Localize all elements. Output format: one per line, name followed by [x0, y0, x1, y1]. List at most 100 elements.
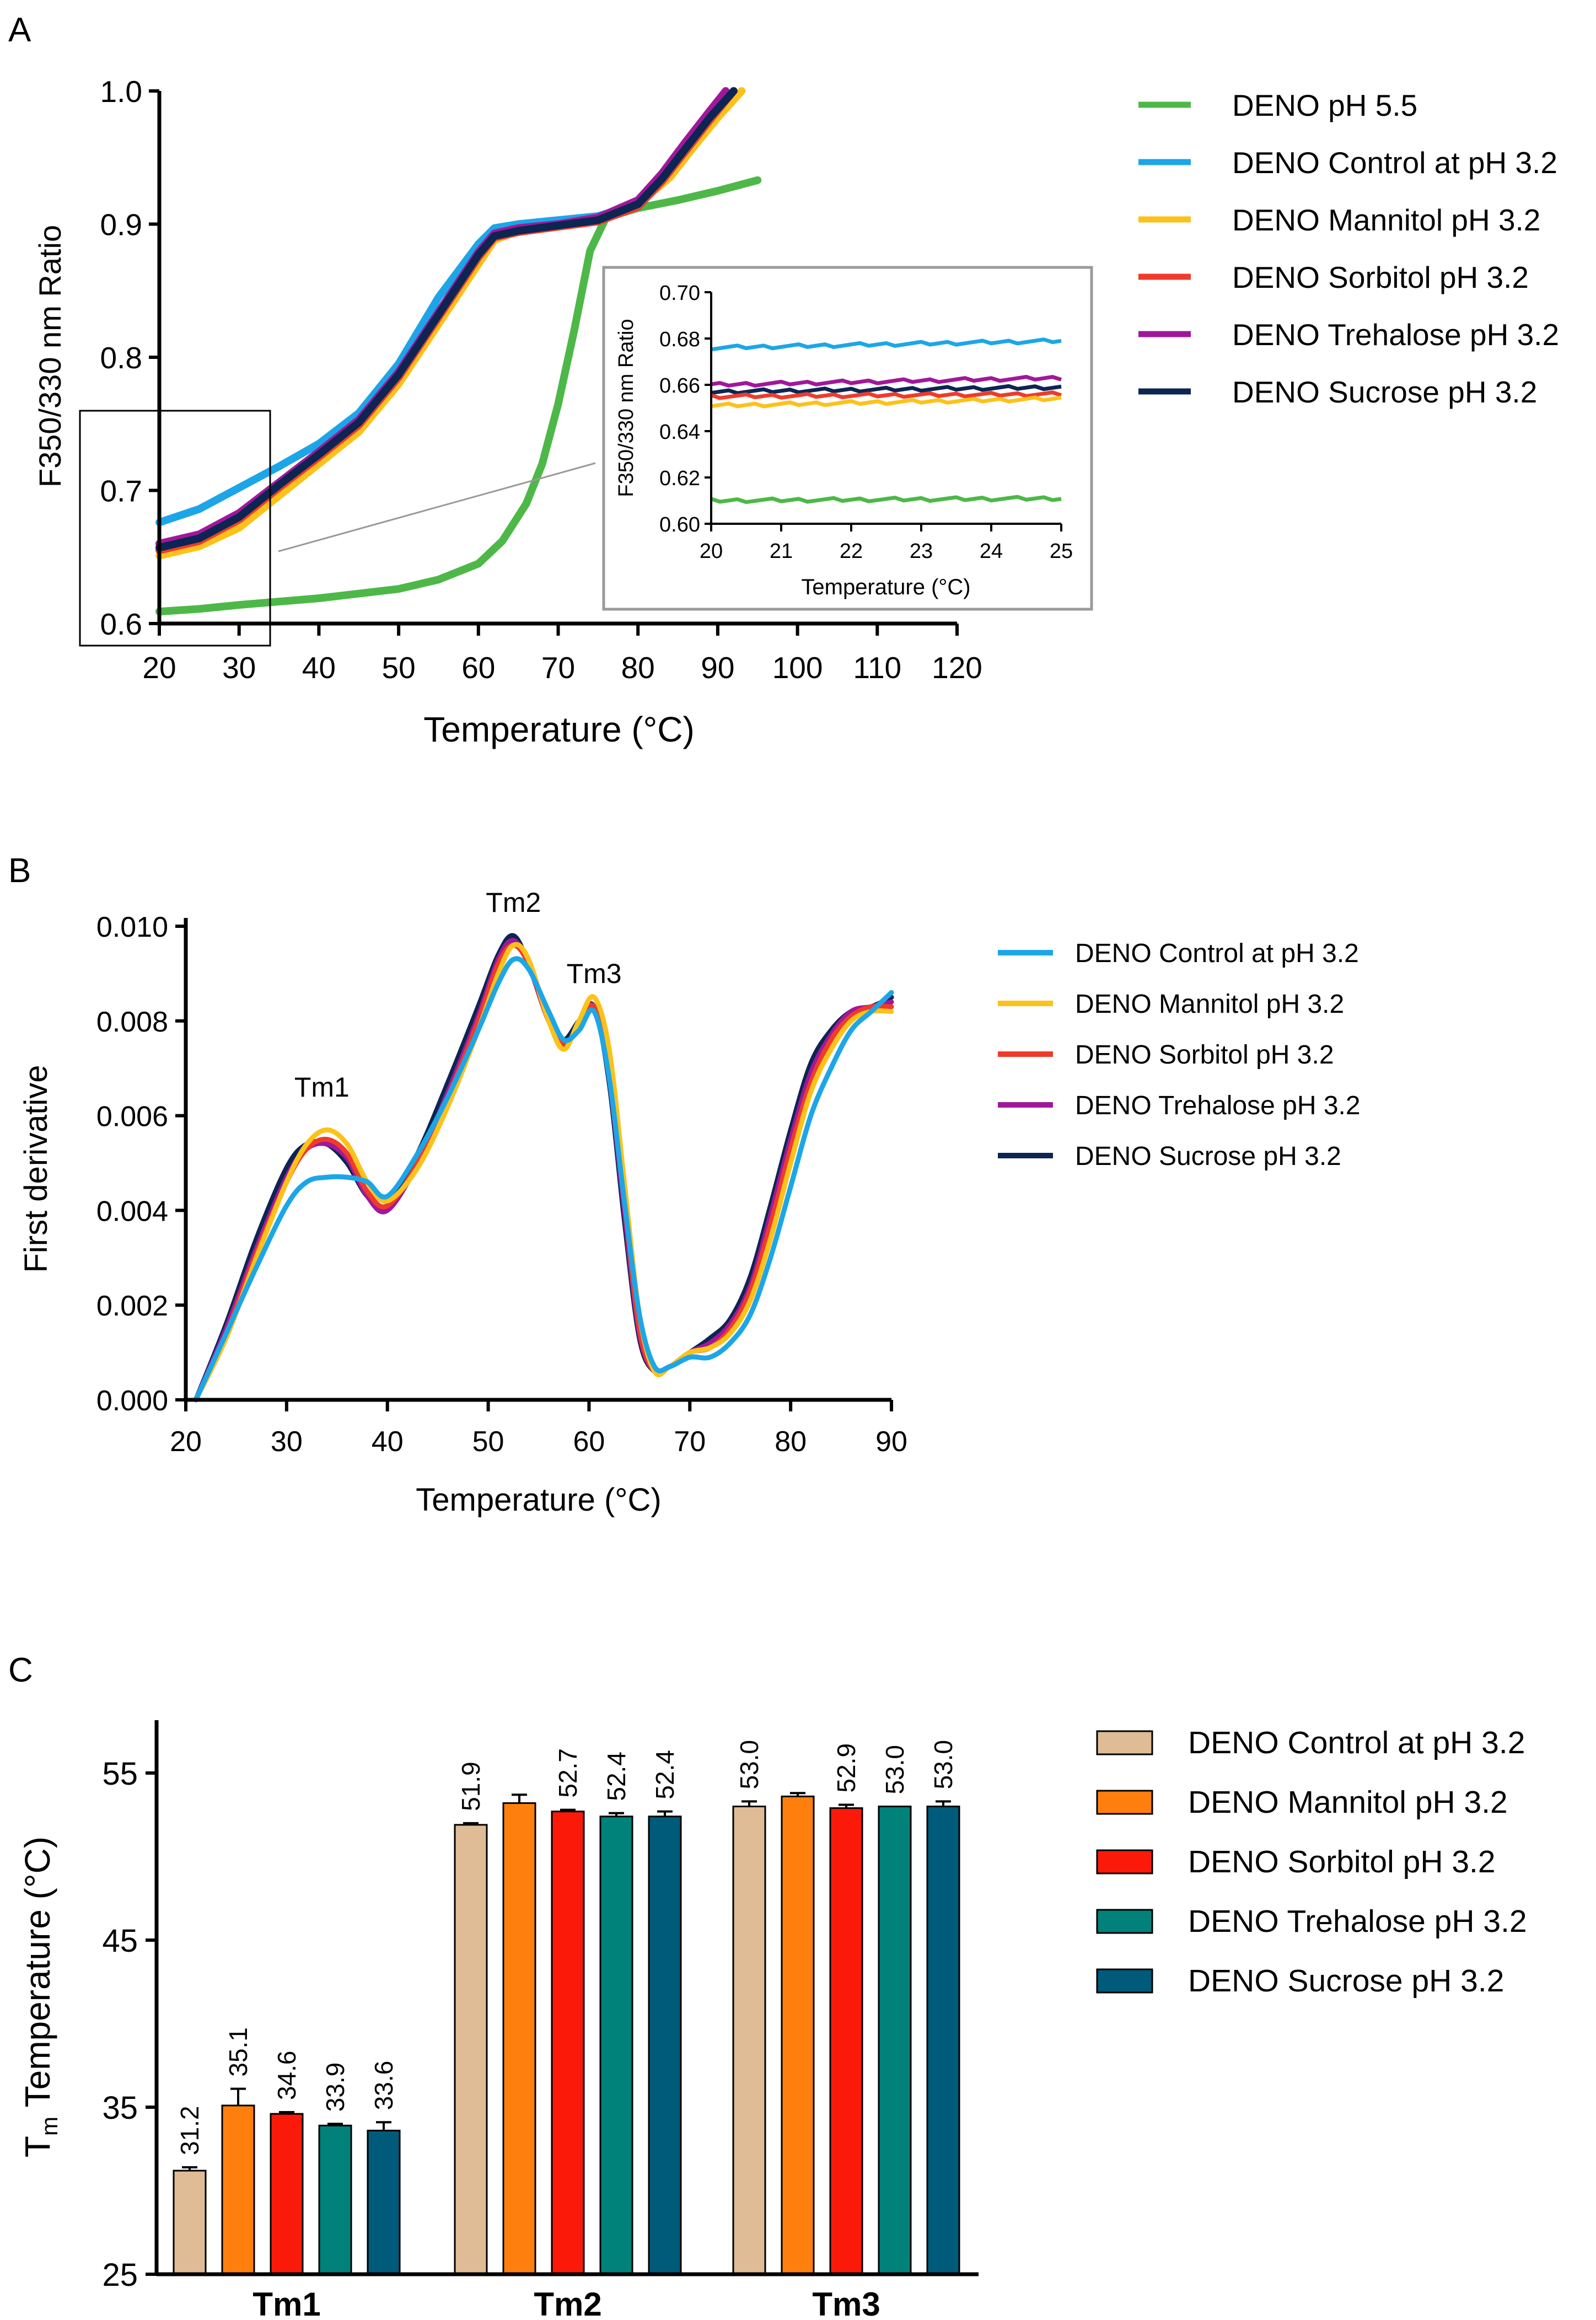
panel-b-x-tick-label: 60 — [573, 1426, 605, 1458]
panel-b-y-tick-label: 0.004 — [96, 1195, 168, 1227]
panel-c-bar — [221, 2104, 255, 2275]
panel-b-x-tick-label: 80 — [775, 1426, 807, 1458]
panel-c-bar — [599, 1816, 633, 2275]
panel-a-x-axis-label: Temperature (°C) — [423, 710, 695, 749]
inset-x-tick-label: 25 — [1050, 540, 1073, 563]
panel-b-legend-label: DENO Trehalose pH 3.2 — [1075, 1091, 1361, 1120]
panel-b-y-tick-label: 0.000 — [96, 1385, 168, 1417]
panel-b-y-tick-label: 0.008 — [96, 1006, 168, 1038]
panel-c-data-label: 51.9 — [456, 1762, 485, 1811]
panel-b: B 0.000 0.002 0.004 0.006 0.008 0.010 20 30 40 5… — [8, 852, 1361, 1518]
panel-c-y-axis-label: Tm Temperature (°C) — [18, 1836, 62, 2157]
inset-x-tick-label: 23 — [910, 540, 933, 563]
inset-x-tick-label: 24 — [980, 540, 1003, 563]
panel-a-series-line-5 — [155, 87, 738, 552]
inset-series-lines — [710, 337, 1062, 504]
inset-series-line-0 — [711, 337, 1062, 352]
panel-c-legend-label: DENO Sorbitol pH 3.2 — [1188, 1844, 1496, 1879]
panel-c-data-label: 53.0 — [929, 1740, 958, 1790]
panel-c-bar — [454, 1824, 488, 2275]
panel-a-series-line-0 — [155, 176, 762, 616]
panel-c-data-label: 34.6 — [272, 2051, 301, 2101]
panel-a-y-tick-label: 0.7 — [100, 474, 142, 508]
panel-c-category-label: Tm3 — [812, 2286, 880, 2320]
panel-c-legend-label: DENO Control at pH 3.2 — [1188, 1725, 1525, 1760]
panel-b-x-tick-label: 50 — [472, 1426, 504, 1458]
panel-b-legend-label: DENO Sorbitol pH 3.2 — [1075, 1040, 1334, 1070]
inset-x-ticks: 20 21 22 23 24 25 — [700, 524, 1073, 563]
panel-a-y-tick-label: 0.9 — [100, 208, 142, 242]
panel-a-x-tick-label: 120 — [932, 651, 982, 685]
panel-a-y-axis-label: F350/330 nm Ratio — [33, 225, 67, 487]
panel-c-legend-swatch — [1096, 1909, 1153, 1934]
panel-a-legend-label: DENO Mannitol pH 3.2 — [1232, 203, 1540, 237]
panel-c-data-label: 33.9 — [321, 2063, 350, 2112]
panel-a-x-tick-label: 70 — [541, 651, 575, 685]
panel-b-letter: B — [8, 852, 31, 890]
panel-b-x-tick-label: 70 — [674, 1426, 706, 1458]
panel-a-series-lines — [155, 87, 762, 616]
panel-c-data-label: 52.4 — [651, 1750, 679, 1800]
panel-a-x-tick-label: 100 — [772, 651, 823, 685]
panel-a-legend-label: DENO pH 5.5 — [1232, 88, 1417, 122]
panel-b-x-tick-label: 20 — [170, 1426, 202, 1458]
panel-b-legend-label: DENO Sucrose pH 3.2 — [1075, 1142, 1341, 1171]
inset-frame — [602, 266, 1093, 611]
inset-series-line-1 — [711, 374, 1062, 388]
panel-c-data-label: 52.9 — [832, 1743, 861, 1793]
panel-c-bar — [829, 1807, 863, 2275]
panel-b-y-axis-label: First derivative — [18, 1065, 54, 1272]
inset-y-axis-label: F350/330 nm Ratio — [615, 319, 638, 497]
panel-c-bar — [878, 1806, 912, 2275]
inset-series-line-2 — [711, 384, 1062, 395]
panel-c-legend-swatch — [1096, 1790, 1153, 1815]
panel-c-y-tick-label: 35 — [102, 2090, 138, 2126]
inset-x-axis-label: Temperature (°C) — [801, 575, 970, 599]
panel-c-category-label: Tm2 — [534, 2286, 601, 2320]
panel-c-bar — [732, 1806, 766, 2275]
panel-c-data-label: 53.0 — [880, 1745, 909, 1795]
panel-c-legend: DENO Control at pH 3.2 DENO Mannitol pH 3… — [1096, 1725, 1527, 1999]
panel-b-series-line-1 — [193, 942, 894, 1403]
panel-c-data-label: 52.7 — [554, 1748, 582, 1798]
panel-a-letter: A — [8, 11, 31, 49]
inset-y-tick-label: 0.60 — [659, 513, 700, 536]
panel-b-series-lines — [193, 933, 894, 1403]
panel-b-legend: DENO Control at pH 3.2 DENO Mannitol pH 3… — [998, 939, 1361, 1171]
panel-b-y-tick-label: 0.006 — [96, 1101, 168, 1133]
panel-a-legend-label: DENO Sucrose pH 3.2 — [1232, 375, 1537, 409]
panel-a-legend-label: DENO Trehalose pH 3.2 — [1232, 318, 1559, 352]
inset-y-tick-label: 0.64 — [659, 421, 700, 444]
panel-c: C 31.2 35.1 34.6 33.9 33.6 51.9 52.7 52.4 52.4 53… — [8, 1651, 1527, 2320]
inset-x-tick-label: 22 — [840, 540, 863, 563]
panel-b-x-axis-label: Temperature (°C) — [416, 1482, 661, 1518]
panel-a-y-ticks: 0.6 0.7 0.8 0.9 1.0 — [100, 74, 159, 641]
panel-c-y-tick-label: 55 — [102, 1756, 138, 1792]
inset-series-line-4 — [711, 395, 1062, 409]
panel-c-legend-label: DENO Sucrose pH 3.2 — [1188, 1963, 1504, 1999]
panel-b-peak-label: Tm1 — [294, 1072, 350, 1103]
panel-b-y-tick-label: 0.010 — [96, 911, 168, 943]
panel-a-zoom-connector — [278, 462, 596, 552]
panel-b-peak-annotations: Tm1 Tm2 Tm3 — [294, 887, 622, 1103]
panel-c-legend-swatch — [1096, 1849, 1153, 1875]
panel-b-peak-label: Tm2 — [486, 887, 541, 918]
panel-a-legend: DENO pH 5.5 DENO Control at pH 3.2 DENO Ma… — [1138, 88, 1559, 409]
panel-c-y-ticks: 25 35 45 55 — [102, 1756, 157, 2293]
panel-b-x-tick-label: 90 — [875, 1426, 907, 1458]
panel-a-x-ticks: 20 30 40 50 60 70 80 90 100 110 120 — [142, 624, 982, 685]
panel-c-y-tick-label: 45 — [102, 1923, 138, 1959]
inset-x-tick-label: 21 — [770, 540, 793, 563]
panel-a-y-tick-label: 0.8 — [100, 341, 142, 375]
panel-c-legend-swatch — [1096, 1968, 1153, 1994]
panel-c-bar — [926, 1806, 960, 2275]
panel-a-zoom-box — [79, 410, 271, 647]
panel-a-y-tick-label: 0.6 — [100, 607, 142, 641]
panel-c-data-label: 31.2 — [175, 2106, 204, 2156]
panel-a-legend-label: DENO Sorbitol pH 3.2 — [1232, 260, 1529, 294]
panel-c-category-label: Tm1 — [252, 2286, 320, 2320]
panel-a-inset: 0.60 0.62 0.64 0.66 0.68 0.70 20 21 22 23 24 25 Te… — [602, 266, 1093, 611]
panel-b-peak-label: Tm3 — [567, 958, 622, 989]
panel-c-letter: C — [8, 1651, 33, 1689]
panel-c-data-label: 33.6 — [369, 2061, 398, 2110]
